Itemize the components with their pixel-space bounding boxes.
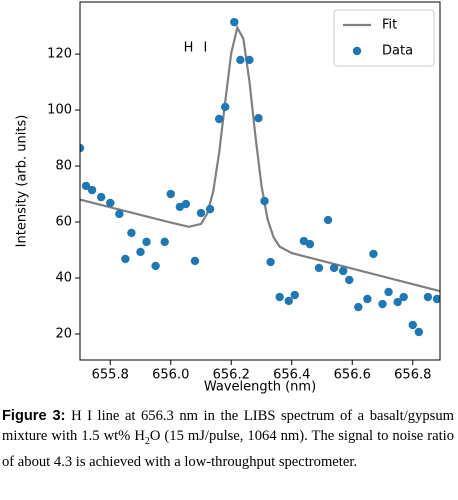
caption-text: O (15 mJ/pulse, 1064 nm). The signal to …: [2, 428, 454, 470]
legend-label: Fit: [382, 18, 397, 33]
x-tick-label: 656.4: [273, 368, 310, 383]
annotation: H I: [184, 41, 211, 56]
x-tick-label: 656.2: [213, 368, 250, 383]
data-point: [354, 302, 363, 312]
data-point: [106, 198, 115, 208]
data-point: [205, 204, 215, 214]
data-point: [230, 17, 239, 27]
caption-subscript: 2: [144, 435, 150, 447]
legend-label: Data: [382, 44, 413, 59]
data-point: [432, 294, 440, 304]
x-axis-title: Wavelength (nm): [204, 380, 316, 395]
data-point: [136, 247, 145, 257]
data-point: [181, 199, 191, 209]
data-point: [115, 209, 124, 219]
y-axis-title: Intensity (arb. units): [15, 115, 30, 248]
x-tick-label: 656.8: [394, 368, 431, 383]
data-point: [221, 102, 230, 112]
data-point: [393, 297, 402, 307]
data-point: [87, 185, 97, 195]
x-tick-label: 656.6: [334, 368, 371, 383]
data-point: [314, 263, 324, 273]
caption-text: H I line at 656.3 nm in the LIBS spectru…: [2, 408, 455, 444]
data-point: [305, 239, 315, 249]
data-point: [290, 290, 299, 300]
y-tick-label: 100: [47, 103, 72, 118]
data-point: [214, 114, 224, 124]
legend-swatch: [352, 46, 362, 56]
data-point: [196, 208, 206, 218]
data-point: [408, 320, 417, 330]
data-point: [378, 299, 387, 309]
y-tick-label: 60: [55, 215, 72, 230]
data-point: [266, 257, 275, 267]
plot-frame: [79, 1, 441, 361]
data-point: [236, 55, 245, 65]
data-point: [121, 254, 130, 264]
data-point: [81, 181, 91, 191]
data-point: [254, 113, 263, 123]
data-point: [80, 143, 85, 153]
data-point: [329, 263, 339, 273]
data-point: [275, 292, 284, 302]
data-point: [345, 275, 354, 285]
plot-area: [80, 17, 440, 337]
y-tick-label: 120: [47, 47, 72, 62]
data-point: [384, 287, 393, 297]
data-point: [151, 261, 160, 271]
data-point: [245, 55, 254, 65]
x-tick-label: 655.8: [92, 368, 129, 383]
data-point: [338, 266, 348, 276]
data-point: [423, 292, 433, 302]
data-point: [166, 189, 175, 199]
y-tick-label: 20: [55, 326, 72, 341]
data-point: [160, 237, 169, 247]
x-tick-label: 656.0: [152, 368, 189, 383]
data-point: [127, 228, 136, 238]
fit-line: [80, 24, 440, 293]
data-point: [399, 292, 408, 302]
data-point: [323, 215, 333, 225]
caption-label: Figure 3:: [2, 408, 66, 424]
data-point: [190, 256, 200, 266]
data-point: [142, 237, 151, 247]
data-point: [369, 249, 378, 259]
data-point: [414, 327, 424, 337]
chart: Intensity (arb. units) Wavelength (nm) H…: [15, 1, 441, 395]
y-tick-label: 40: [55, 270, 72, 285]
y-tick-label: 80: [55, 159, 72, 174]
data-point: [260, 196, 269, 206]
data-point: [96, 192, 106, 202]
caption: Figure 3: H I line at 656.3 nm in the LI…: [2, 406, 454, 472]
data-point: [363, 294, 372, 304]
data-point: [284, 296, 293, 306]
